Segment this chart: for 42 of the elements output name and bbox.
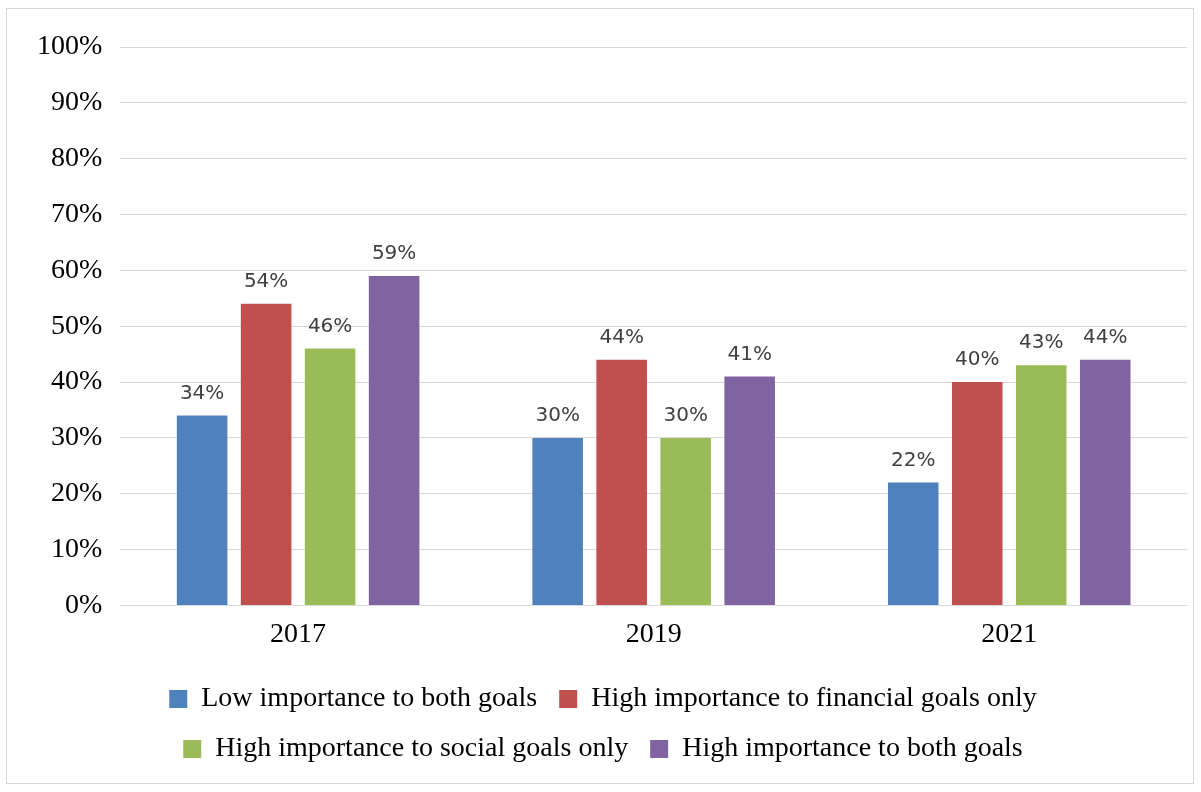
y-tick-label: 30% — [51, 420, 103, 452]
data-label: 22% — [890, 446, 936, 471]
data-label: 44% — [599, 323, 644, 348]
y-tick-label: 100% — [37, 29, 103, 61]
y-tick-label: 10% — [51, 531, 103, 563]
data-label: 43% — [1018, 329, 1064, 354]
legend-label: Low importance to both goals — [201, 681, 538, 713]
y-tick-label: 40% — [51, 364, 103, 396]
x-tick-label: 2021 — [981, 616, 1038, 648]
bar — [596, 359, 647, 605]
y-tick-label: 0% — [65, 587, 103, 619]
bar — [1015, 365, 1067, 605]
bar — [304, 348, 356, 605]
legend-label: High importance to social goals only — [215, 731, 629, 763]
bar — [176, 415, 228, 605]
bar — [724, 376, 775, 605]
data-label: 46% — [307, 312, 353, 337]
legend-label: High importance to both goals — [682, 731, 1023, 763]
bar — [1079, 359, 1131, 605]
data-label: 41% — [727, 340, 772, 365]
y-tick-label: 20% — [51, 476, 103, 508]
x-tick-label: 2019 — [625, 616, 682, 648]
data-label: 30% — [663, 402, 708, 427]
data-label: 44% — [1082, 323, 1128, 348]
bar — [887, 482, 939, 605]
data-label: 59% — [371, 240, 417, 265]
data-label: 40% — [954, 346, 1000, 371]
y-tick-label: 70% — [51, 196, 103, 228]
bar — [532, 437, 583, 605]
x-tick-label: 2017 — [270, 616, 327, 648]
data-label: 34% — [179, 379, 225, 404]
y-tick-label: 80% — [51, 141, 103, 173]
bar — [951, 382, 1003, 605]
bar — [368, 275, 420, 605]
data-label: 54% — [243, 268, 289, 293]
legend-label: High importance to financial goals only — [591, 681, 1037, 713]
y-tick-label: 60% — [51, 252, 103, 284]
bar — [240, 303, 292, 605]
y-tick-label: 50% — [51, 308, 103, 340]
data-label: 30% — [535, 402, 580, 427]
bar — [660, 437, 711, 605]
y-tick-label: 90% — [51, 85, 103, 117]
